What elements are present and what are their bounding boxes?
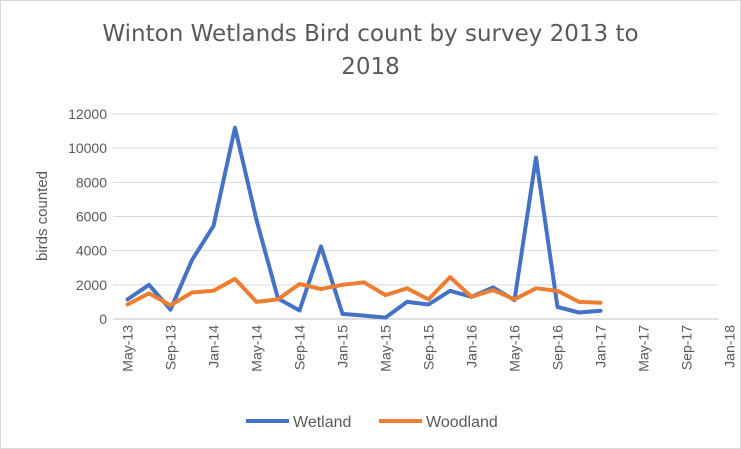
series-line-wetland [125,125,603,320]
x-tick-label: May-16 [507,325,523,372]
x-tick-label: May-14 [249,325,265,372]
x-tick-label: May-15 [378,325,394,372]
series-line-woodland [125,275,603,308]
y-tick-label: 4000 [76,243,107,259]
x-tick-label: May-13 [120,325,136,372]
x-tick-label: Jan-17 [593,325,609,368]
chart-title-line-1: Winton Wetlands Bird count by survey 201… [102,21,639,47]
x-tick-label: Jan-14 [206,325,222,368]
x-tick-label: Sep-14 [292,325,308,370]
chart-title: Winton Wetlands Bird count by survey 201… [0,18,741,84]
y-tick-label: 6000 [76,209,107,225]
y-axis-label: birds counted [34,171,51,261]
x-tick-label: May-17 [636,325,652,372]
y-tick-label: 10000 [68,140,107,156]
x-tick-label: Jan-16 [464,325,480,368]
y-tick-label: 8000 [76,174,107,190]
x-tick-label: Jan-15 [335,325,351,368]
y-tick-label: 12000 [68,106,107,122]
x-tick-label: Sep-13 [163,325,179,370]
x-tick-label: Jan-18 [722,325,738,368]
chart-title-line-2: 2018 [341,54,400,80]
x-tick-label: Sep-16 [550,325,566,370]
x-tick-label: Sep-15 [421,325,437,370]
y-tick-label: 2000 [76,277,107,293]
legend-label-wetland: Wetland [293,414,351,431]
x-tick-label: Sep-17 [679,325,695,370]
y-tick-label: 0 [99,311,107,327]
legend-label-woodland: Woodland [426,414,498,431]
